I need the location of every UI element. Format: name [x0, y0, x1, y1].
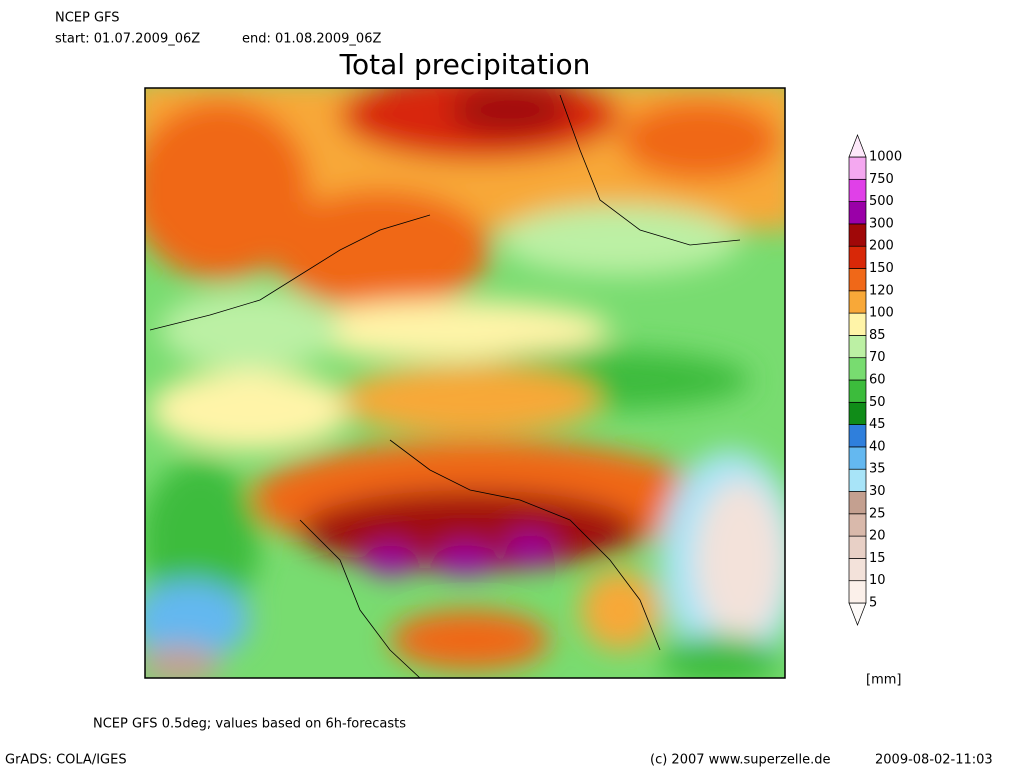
- legend-level-label: 35: [869, 462, 886, 477]
- legend-color-box: [848, 379, 867, 403]
- legend-level-label: 85: [869, 328, 886, 343]
- legend-color-box: [848, 468, 867, 492]
- legend-color-box: [848, 156, 867, 180]
- legend-level-label: 1000: [869, 150, 902, 165]
- copyright: (c) 2007 www.superzelle.de: [650, 753, 831, 768]
- legend-color-box: [848, 558, 867, 582]
- legend-color-box: [848, 268, 867, 292]
- legend-color-box: [848, 223, 867, 247]
- legend-level-label: 300: [869, 216, 894, 231]
- legend-level-label: 500: [869, 194, 894, 209]
- end-time: end: 01.08.2009_06Z: [242, 32, 381, 47]
- start-time: start: 01.07.2009_06Z: [55, 32, 200, 47]
- legend-level-label: 5: [869, 596, 877, 611]
- precipitation-field: [145, 88, 785, 678]
- legend-level-label: 100: [869, 306, 894, 321]
- footer-note: NCEP GFS 0.5deg; values based on 6h-fore…: [93, 717, 406, 732]
- legend-color-box: [848, 245, 867, 269]
- legend-unit: [mm]: [866, 673, 901, 688]
- legend-color-box: [848, 602, 867, 626]
- legend-color-box: [848, 580, 867, 604]
- legend-level-label: 20: [869, 529, 886, 544]
- legend-color-box: [848, 401, 867, 425]
- legend-color-box: [848, 134, 867, 158]
- legend-level-label: 15: [869, 551, 886, 566]
- legend-color-box: [848, 535, 867, 559]
- legend-level-label: 120: [869, 283, 894, 298]
- legend-color-box: [848, 178, 867, 202]
- legend-color-box: [848, 357, 867, 381]
- legend-color-box: [848, 513, 867, 537]
- timestamp: 2009-08-02-11:03: [875, 753, 993, 768]
- legend-level-label: 150: [869, 261, 894, 276]
- legend-level-label: 70: [869, 350, 886, 365]
- legend-level-label: 750: [869, 172, 894, 187]
- legend-level-label: 40: [869, 439, 886, 454]
- legend-color-box: [848, 424, 867, 448]
- legend-level-label: 25: [869, 506, 886, 521]
- map-title: Total precipitation: [339, 48, 591, 81]
- legend-level-label: 200: [869, 239, 894, 254]
- software-credit: GrADS: COLA/IGES: [5, 753, 127, 768]
- legend-color-box: [848, 335, 867, 359]
- legend-color-box: [848, 201, 867, 225]
- legend-color-box: [848, 290, 867, 314]
- legend-color-box: [848, 446, 867, 470]
- legend-level-label: 45: [869, 417, 886, 432]
- legend-color-box: [848, 491, 867, 515]
- legend-level-label: 30: [869, 484, 886, 499]
- color-legend: 5 10 15 20 25 30 35 40 45 50 60 70 85 100 120 150 200 300…: [848, 134, 902, 626]
- map-frame: [144, 87, 786, 679]
- legend-level-label: 60: [869, 373, 886, 388]
- model-name: NCEP GFS: [55, 11, 120, 26]
- legend-level-label: 10: [869, 573, 886, 588]
- legend-level-label: 50: [869, 395, 886, 410]
- legend-color-box: [848, 312, 867, 336]
